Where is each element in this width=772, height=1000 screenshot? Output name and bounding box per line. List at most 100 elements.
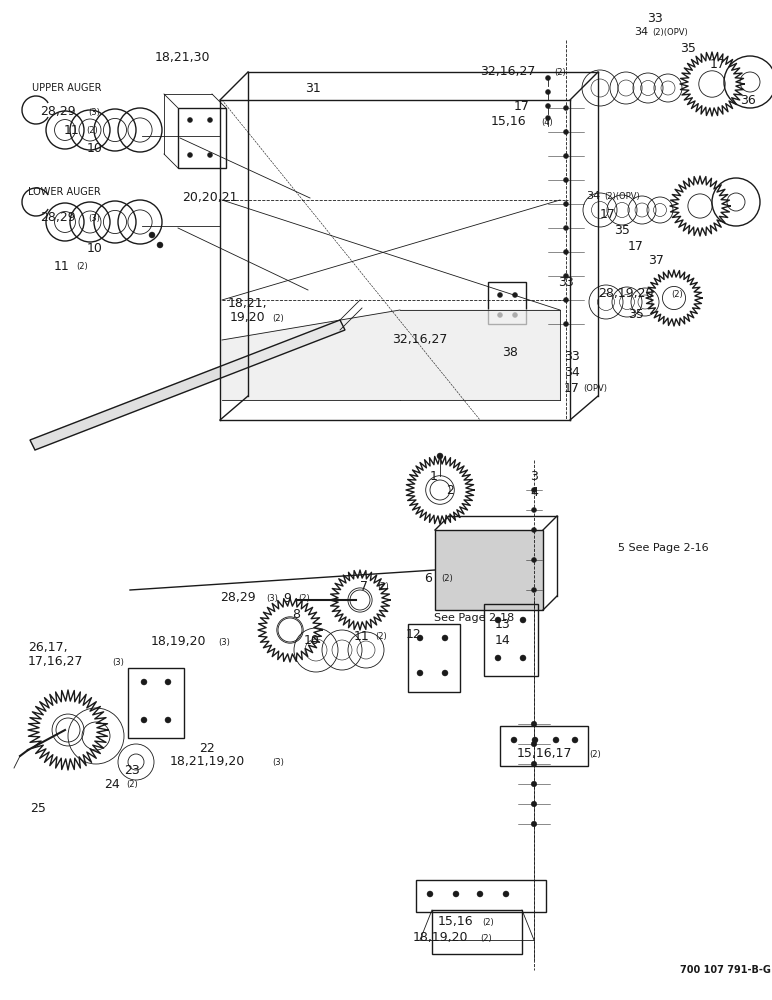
Text: UPPER AUGER: UPPER AUGER (32, 83, 101, 93)
Text: 34: 34 (586, 191, 600, 201)
Text: (3): (3) (88, 107, 100, 116)
Text: 32,16,27: 32,16,27 (480, 66, 536, 79)
Circle shape (531, 801, 537, 807)
Circle shape (208, 152, 212, 157)
Text: (3): (3) (272, 758, 284, 766)
Circle shape (453, 891, 459, 897)
Circle shape (572, 737, 578, 743)
Circle shape (427, 891, 433, 897)
Text: 14: 14 (495, 634, 511, 647)
Circle shape (531, 761, 537, 767)
Text: (2): (2) (554, 68, 566, 77)
Text: 13: 13 (495, 617, 511, 631)
Circle shape (417, 635, 423, 641)
Circle shape (553, 737, 559, 743)
Text: (OPV): (OPV) (583, 383, 607, 392)
Circle shape (531, 508, 537, 512)
Circle shape (532, 737, 538, 743)
Circle shape (564, 322, 568, 326)
Text: (3): (3) (112, 658, 124, 666)
Circle shape (497, 312, 503, 318)
Circle shape (546, 115, 550, 120)
Text: 700 107 791-B-G: 700 107 791-B-G (680, 965, 771, 975)
Text: 8: 8 (292, 607, 300, 620)
Text: 22: 22 (199, 742, 215, 754)
Text: See Page 2-18: See Page 2-18 (434, 613, 514, 623)
Text: 10: 10 (87, 241, 103, 254)
Text: (2): (2) (377, 582, 389, 590)
Text: 17: 17 (514, 100, 530, 112)
Text: 15,16,17: 15,16,17 (516, 748, 572, 760)
Text: 7: 7 (360, 580, 368, 592)
Bar (488, 282, 526, 324)
Bar (178, 108, 226, 168)
Text: 1: 1 (430, 470, 438, 483)
Circle shape (188, 152, 192, 157)
Text: 5 See Page 2-16: 5 See Page 2-16 (618, 543, 709, 553)
Text: 17: 17 (628, 239, 644, 252)
Text: 38: 38 (502, 346, 518, 359)
Bar (408, 624, 460, 692)
Circle shape (564, 129, 568, 134)
Circle shape (531, 721, 537, 727)
Text: 18,19,20: 18,19,20 (151, 636, 206, 648)
Text: (2): (2) (86, 125, 98, 134)
Circle shape (188, 117, 192, 122)
Circle shape (531, 781, 537, 787)
Text: (2): (2) (480, 934, 492, 942)
Text: 31: 31 (305, 82, 321, 95)
Bar (484, 604, 538, 676)
Bar (128, 668, 184, 738)
Text: 33: 33 (647, 11, 663, 24)
Circle shape (531, 587, 537, 592)
Text: 20,20,21: 20,20,21 (182, 192, 238, 205)
Text: 18,21,30: 18,21,30 (154, 51, 210, 64)
Circle shape (442, 635, 448, 641)
Text: 18,21,19,20: 18,21,19,20 (169, 756, 245, 768)
Text: 11: 11 (54, 259, 70, 272)
Circle shape (531, 488, 537, 492)
Circle shape (564, 178, 568, 182)
Text: (3): (3) (218, 638, 230, 647)
Circle shape (141, 717, 147, 723)
Text: (2): (2) (441, 574, 452, 582)
Bar (435, 530, 543, 610)
Bar (416, 880, 546, 912)
Circle shape (513, 312, 517, 318)
Circle shape (531, 528, 537, 532)
Text: (2): (2) (589, 750, 601, 758)
Circle shape (520, 617, 526, 623)
Text: 36: 36 (740, 94, 756, 106)
Circle shape (149, 232, 155, 238)
Text: 10: 10 (304, 634, 320, 647)
Circle shape (546, 104, 550, 108)
Text: 28,19,20: 28,19,20 (598, 288, 654, 300)
Text: 4: 4 (530, 486, 538, 498)
Text: (2): (2) (375, 632, 387, 641)
Circle shape (141, 679, 147, 685)
Text: 23: 23 (124, 764, 140, 776)
Text: 11: 11 (354, 630, 370, 643)
Circle shape (564, 105, 568, 110)
Text: 3: 3 (530, 470, 538, 483)
Text: (3): (3) (88, 214, 100, 223)
Circle shape (165, 679, 171, 685)
Text: (2): (2) (272, 314, 284, 322)
Circle shape (564, 202, 568, 207)
Text: 10: 10 (87, 141, 103, 154)
Text: 28,29: 28,29 (40, 105, 76, 118)
Text: (2): (2) (298, 593, 310, 602)
Text: 17: 17 (564, 381, 580, 394)
Text: (4): (4) (541, 117, 553, 126)
Text: 34: 34 (634, 27, 648, 37)
Circle shape (511, 737, 517, 743)
Text: 17,16,27: 17,16,27 (28, 656, 83, 668)
Polygon shape (30, 320, 345, 450)
Circle shape (564, 226, 568, 231)
Text: 35: 35 (680, 41, 696, 54)
Text: (2)(OPV): (2)(OPV) (652, 27, 688, 36)
Circle shape (208, 117, 212, 122)
Text: (2): (2) (76, 261, 88, 270)
Circle shape (520, 655, 526, 661)
Text: 33: 33 (564, 350, 580, 362)
